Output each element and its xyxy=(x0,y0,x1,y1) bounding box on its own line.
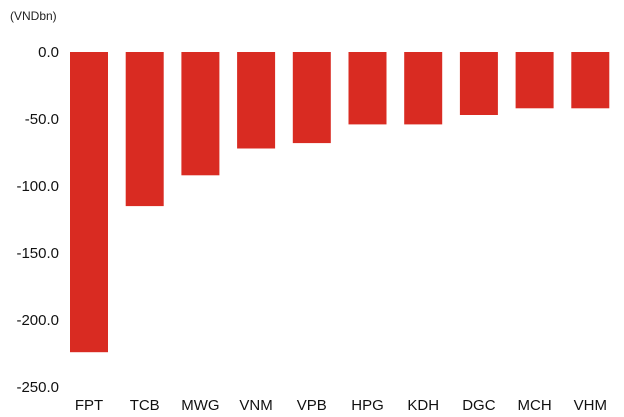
x-tick-label: TCB xyxy=(130,397,160,414)
bar-vpb xyxy=(292,52,331,144)
y-axis-tick-labels: 0.0 -50.0 -100.0 -150.0 -200.0 -250.0 xyxy=(16,44,59,396)
bar-hpg xyxy=(348,52,387,125)
unit-label: (VNDbn) xyxy=(10,9,57,23)
x-tick-label: HPG xyxy=(351,397,384,414)
y-tick-label: -100.0 xyxy=(16,178,59,195)
bar-dgc xyxy=(459,52,498,115)
x-tick-label: KDH xyxy=(407,397,439,414)
y-tick-label: -200.0 xyxy=(16,312,59,329)
y-tick-label: 0.0 xyxy=(38,44,59,61)
bar-vhm xyxy=(571,52,610,109)
y-tick-label: -250.0 xyxy=(16,379,59,396)
y-tick-label: -150.0 xyxy=(16,245,59,262)
y-tick-label: -50.0 xyxy=(25,111,59,128)
bar-series xyxy=(70,52,610,353)
x-tick-label: VPB xyxy=(297,397,327,414)
bar-vnm xyxy=(237,52,276,149)
bar-mch xyxy=(515,52,554,109)
bar-mwg xyxy=(181,52,220,176)
bar-kdh xyxy=(404,52,443,125)
x-tick-label: DGC xyxy=(462,397,496,414)
x-tick-label: FPT xyxy=(75,397,103,414)
x-axis-tick-labels: FPT TCB MWG VNM VPB HPG KDH DGC MCH VHM xyxy=(75,397,607,414)
x-tick-label: MCH xyxy=(518,397,552,414)
x-tick-label: MWG xyxy=(181,397,219,414)
bar-tcb xyxy=(125,52,164,207)
x-tick-label: VNM xyxy=(239,397,272,414)
x-tick-label: VHM xyxy=(574,397,607,414)
bar-fpt xyxy=(70,52,108,353)
